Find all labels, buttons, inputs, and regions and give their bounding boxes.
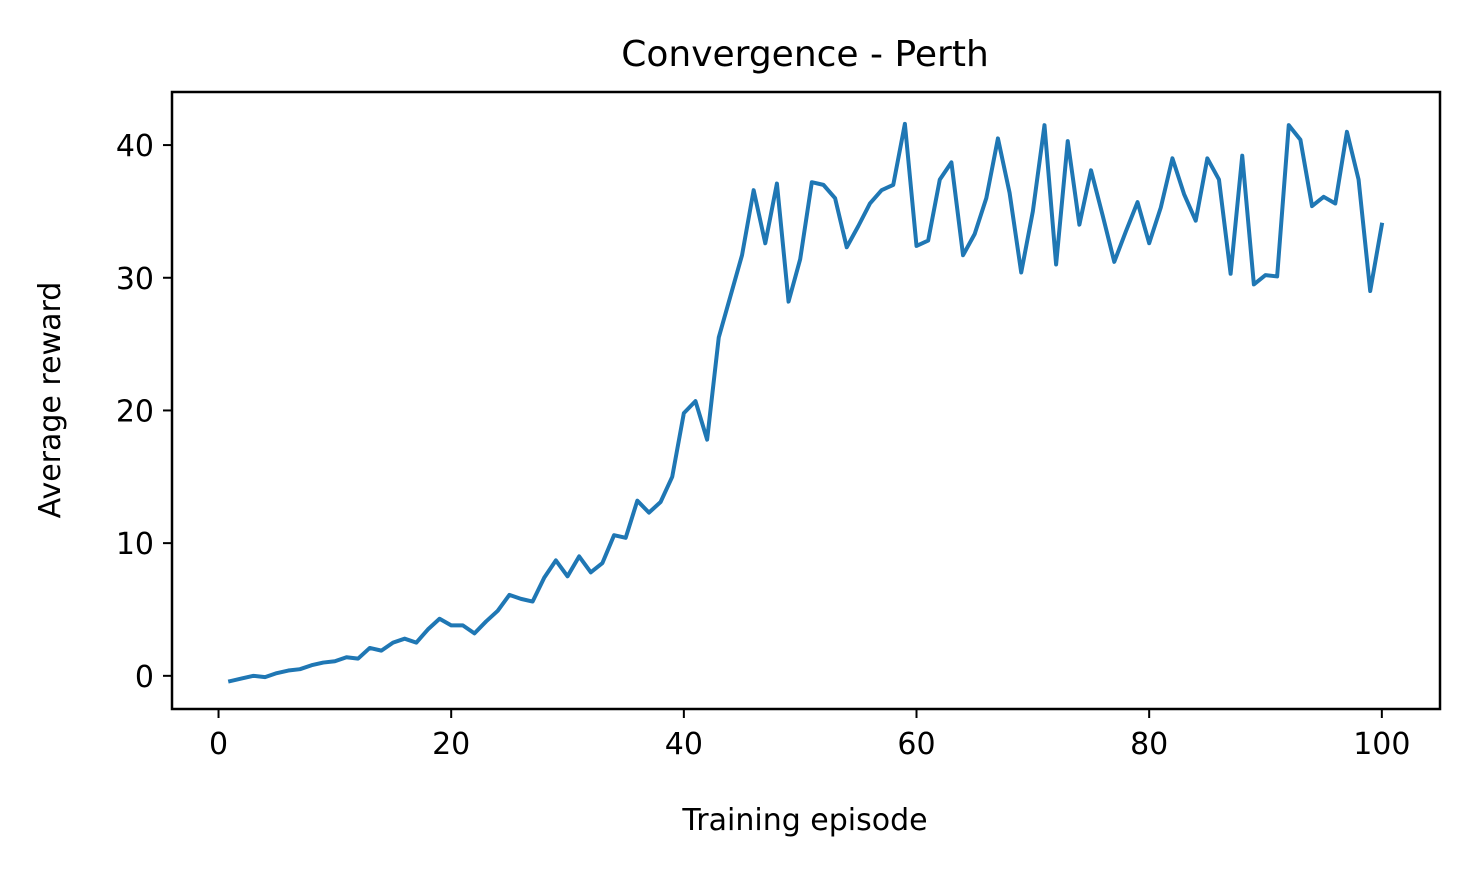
x-tick-label: 20 xyxy=(432,727,470,762)
y-tick-label: 0 xyxy=(135,660,154,695)
plot-area xyxy=(227,121,1385,684)
y-axis-title: Average reward xyxy=(33,282,68,519)
x-axis: 0 20 40 60 80 100 xyxy=(209,709,1410,762)
plot-frame xyxy=(170,90,1442,711)
x-axis-title: Training episode xyxy=(681,803,927,838)
y-tick-label: 30 xyxy=(116,262,154,297)
x-tick-label: 100 xyxy=(1353,727,1410,762)
y-axis: 0 10 20 30 40 xyxy=(116,129,172,695)
x-tick-label: 0 xyxy=(209,727,228,762)
x-tick-label: 80 xyxy=(1130,727,1168,762)
y-tick-label: 40 xyxy=(116,129,154,164)
y-tick-label: 10 xyxy=(116,527,154,562)
chart-title: Convergence - Perth xyxy=(621,34,989,75)
x-tick-label: 40 xyxy=(665,727,703,762)
x-tick-label: 60 xyxy=(897,727,935,762)
series-line-0 xyxy=(227,121,1385,684)
y-tick-label: 20 xyxy=(116,394,154,429)
